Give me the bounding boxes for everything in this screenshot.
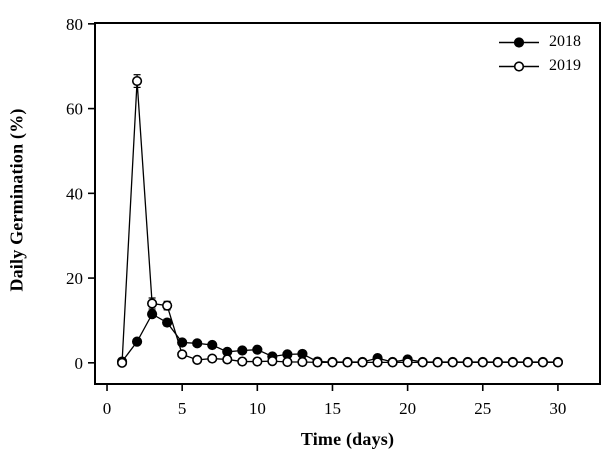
open-circle-data-point — [327, 357, 338, 368]
open-circle-data-point — [147, 298, 158, 309]
y-tick-label: 0 — [75, 354, 84, 373]
open-circle-marker-icon — [499, 60, 539, 72]
open-circle-data-point — [267, 356, 278, 367]
x-tick-label: 30 — [549, 399, 566, 418]
open-circle-data-point — [492, 357, 503, 368]
series-line-2019 — [121, 81, 558, 364]
open-circle-data-point — [192, 354, 203, 365]
open-circle-data-point — [312, 357, 323, 368]
open-circle-data-point — [417, 357, 428, 368]
open-circle-data-point — [447, 357, 458, 368]
open-circle-data-point — [237, 356, 248, 367]
y-tick-label: 40 — [66, 184, 83, 203]
filled-circle-data-point — [131, 336, 143, 347]
open-circle-data-point — [462, 357, 473, 368]
filled-circle-data-point — [147, 308, 158, 320]
filled-circle-marker-icon — [499, 36, 539, 48]
open-circle-data-point — [297, 356, 308, 368]
x-tick-label: 10 — [249, 399, 266, 418]
x-tick-label: 25 — [474, 399, 491, 418]
open-circle-data-point — [162, 300, 173, 311]
x-tick-label: 20 — [399, 399, 416, 418]
filled-circle-data-point — [162, 317, 173, 328]
x-tick-label: 0 — [103, 399, 112, 418]
legend-label: 2019 — [549, 57, 581, 74]
open-circle-data-point — [477, 357, 488, 368]
y-tick-label: 60 — [66, 100, 83, 119]
open-circle-data-point — [387, 357, 398, 368]
open-circle-data-point — [507, 357, 518, 368]
y-axis-title: Daily Germination (%) — [6, 108, 27, 292]
open-circle-data-point — [116, 357, 128, 368]
open-circle-data-point — [207, 353, 218, 364]
open-circle-data-point — [342, 357, 353, 368]
open-circle-data-point — [402, 357, 413, 368]
filled-circle-data-point — [237, 345, 248, 356]
open-circle-data-point — [372, 357, 383, 368]
x-tick-label: 15 — [324, 399, 341, 418]
open-circle-data-point — [537, 357, 548, 368]
filled-circle-data-point — [252, 344, 263, 355]
open-circle-data-point — [522, 357, 533, 368]
open-circle-data-point — [131, 75, 143, 87]
open-circle-data-point — [357, 357, 368, 368]
x-tick-label: 5 — [178, 399, 187, 418]
x-axis-title: Time (days) — [300, 429, 395, 449]
legend-label: 2018 — [549, 33, 581, 50]
filled-circle-data-point — [207, 339, 218, 351]
open-circle-data-point — [432, 357, 443, 368]
legend-item: 2018 — [499, 30, 581, 54]
y-tick-label: 80 — [66, 15, 83, 34]
plot-frame — [94, 22, 601, 385]
open-circle-data-point — [252, 356, 263, 367]
filled-circle-data-point — [192, 338, 203, 349]
legend: 2018 2019 — [499, 30, 581, 78]
legend-item: 2019 — [499, 54, 581, 78]
open-circle-data-point — [177, 349, 188, 360]
y-tick-label: 20 — [66, 269, 83, 288]
open-circle-data-point — [282, 356, 293, 368]
open-circle-data-point — [222, 354, 233, 365]
open-circle-data-point — [552, 357, 564, 368]
series-line-2018 — [121, 313, 558, 363]
